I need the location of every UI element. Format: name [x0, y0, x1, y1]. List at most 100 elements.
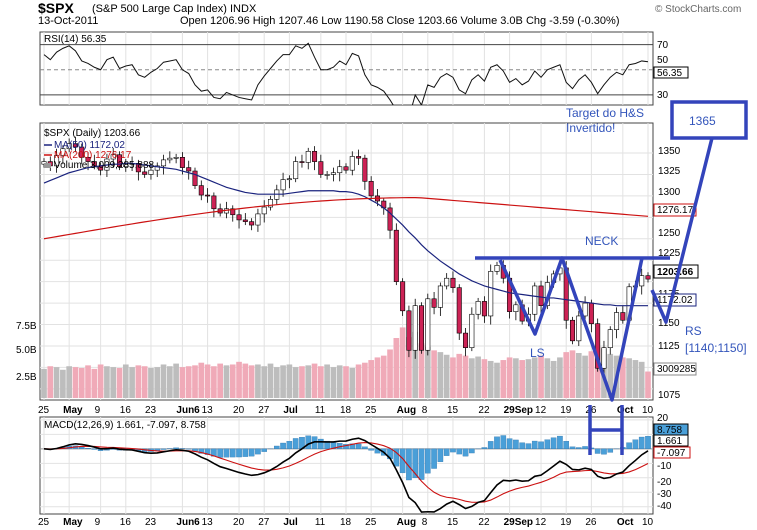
target-label-1: Target do H&S [566, 106, 644, 120]
volume-bar [374, 357, 381, 398]
chart-index-name: (S&P 500 Large Cap Index) INDX [92, 3, 257, 15]
volume-bar [494, 362, 500, 398]
x-tick-label: 16 [120, 517, 132, 528]
volume-bar [418, 343, 425, 398]
x-tick-label: 9 [95, 517, 101, 528]
volume-bar [261, 366, 268, 398]
volume-bar [135, 365, 142, 398]
macd-histogram-bar [204, 448, 211, 455]
x-tick-label: 25 [38, 405, 50, 416]
candle-body [192, 170, 198, 186]
volume-bar [60, 369, 66, 398]
volume-bar [632, 360, 639, 398]
volume-bar [519, 360, 525, 398]
candle-body [205, 194, 211, 197]
volume-bar [280, 365, 286, 398]
volume-bar [393, 338, 400, 398]
candle-body [538, 285, 544, 306]
rsi-tick: 70 [657, 40, 669, 51]
candle-body [494, 265, 500, 272]
candle-body [230, 208, 236, 216]
volume-bar [475, 356, 481, 398]
volume-bar [349, 368, 356, 398]
macd-histogram-bar [569, 446, 576, 450]
macd-histogram-bar [531, 440, 538, 450]
volume-bar [645, 371, 651, 398]
x-tick-label: 25 [38, 517, 50, 528]
volume-bar [380, 355, 387, 398]
volume-bar [620, 357, 626, 398]
volume-bar [343, 366, 349, 398]
volume-bar [173, 363, 179, 398]
x-tick-label: 12 [535, 517, 547, 528]
volume-bar [223, 365, 230, 398]
x-tick-label: 23 [145, 405, 157, 416]
macd-histogram-bar [538, 441, 544, 450]
candle-body [154, 165, 160, 171]
x-tick-label: 13 [202, 405, 214, 416]
macd-histogram-bar [362, 446, 368, 450]
volume-bar [211, 366, 217, 398]
volume-bar [487, 360, 494, 398]
candle-body [54, 155, 60, 167]
macd-histogram-bar [91, 448, 98, 450]
x-tick-label: 18 [340, 517, 352, 528]
macd-histogram-bar [638, 436, 645, 450]
candle-body [582, 302, 588, 317]
candle-body [135, 163, 141, 173]
volume-bar [336, 365, 343, 398]
macd-histogram-bar [406, 448, 412, 481]
volume-bar [154, 367, 161, 398]
candle-body [330, 172, 336, 175]
macd-histogram-bar [462, 448, 469, 457]
price-legend-title: $SPX (Daily) 1203.66 [44, 128, 141, 139]
candle-body [116, 154, 123, 168]
macd-histogram-bar [575, 447, 582, 450]
x-tick-label: 16 [120, 405, 132, 416]
macd-histogram-bar [273, 445, 280, 450]
x-tick-label: 9 [95, 405, 101, 416]
macd-histogram-bar [349, 443, 356, 450]
candle-body [463, 332, 469, 348]
x-tick-label: 25 [365, 405, 377, 416]
macd-histogram-bar [525, 443, 532, 450]
volume-bar [78, 368, 85, 398]
ma50-last-box [653, 293, 697, 307]
rsi-tick: 30 [657, 90, 669, 101]
macd-histogram-bar [469, 448, 475, 454]
macd-histogram-bar [563, 441, 570, 450]
x-tick-label: Aug [397, 517, 416, 528]
ma50-last-label: 1172.02 [657, 295, 693, 306]
candle-body [305, 151, 311, 163]
x-tick-label: 10 [642, 517, 654, 528]
x-tick-label: Jul [283, 517, 298, 528]
candle-body [249, 221, 255, 226]
volume-bar [588, 351, 595, 398]
chart-date: 13-Oct-2011 [38, 15, 99, 27]
macd-histogram-bar [519, 442, 525, 450]
candle-body [186, 167, 192, 172]
candle-body [356, 156, 362, 159]
macd-tick: 20 [657, 413, 669, 424]
macd-tick: -30 [657, 489, 672, 500]
macd-histogram-bar [255, 448, 261, 455]
macd-histogram-bar [456, 448, 463, 455]
macd-hist-label: 8.758 [657, 425, 682, 436]
macd-histogram-bar [424, 448, 431, 474]
macd-histogram-bar [242, 448, 249, 457]
volume-bar [286, 364, 293, 398]
inverse-head-shoulders-line [498, 256, 644, 402]
volume-bar [41, 368, 47, 398]
target-label-2: Invertido! [566, 121, 615, 135]
volume-bar [242, 363, 249, 398]
candle-body [123, 163, 129, 168]
macd-tick: -20 [657, 477, 672, 488]
candle-body [406, 310, 412, 351]
ma200-line [43, 197, 649, 240]
ma200-legend: MA(200) 1276.17 [54, 150, 132, 161]
macd-histogram-bar [513, 439, 519, 450]
neck-label: NECK [585, 234, 618, 248]
ma200-last-label: 1276.17 [657, 205, 694, 216]
macd-histogram-bar [450, 448, 456, 453]
x-tick-label: 22 [478, 405, 490, 416]
